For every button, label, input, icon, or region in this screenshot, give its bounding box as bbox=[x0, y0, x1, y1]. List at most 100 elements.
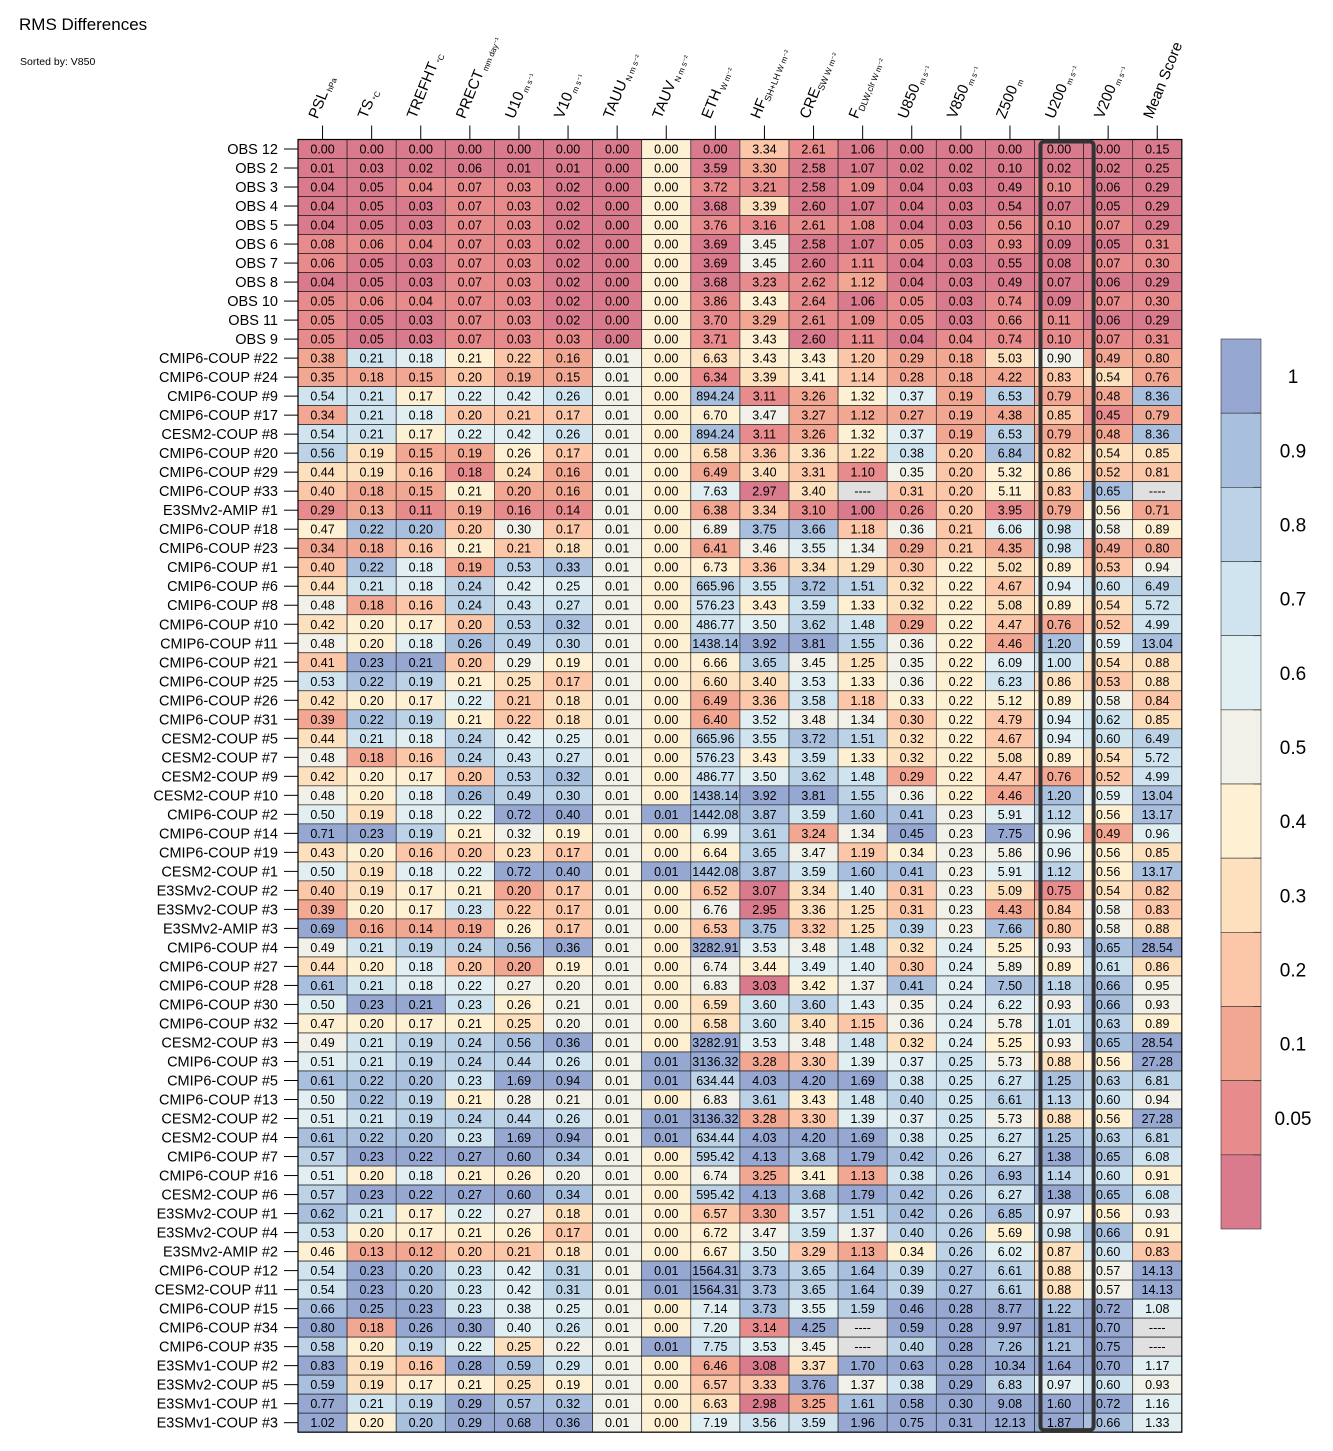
cell-value: 0.38 bbox=[900, 1169, 924, 1183]
cell-value: 0.21 bbox=[507, 694, 531, 708]
cell-value: 4.25 bbox=[801, 1321, 825, 1335]
cell-value: 3.43 bbox=[752, 295, 776, 309]
cell-value: 1.09 bbox=[850, 181, 874, 195]
cell-value: 0.01 bbox=[605, 865, 629, 879]
cell-value: 0.01 bbox=[605, 922, 629, 936]
cell-value: 0.01 bbox=[605, 979, 629, 993]
cell-value: 0.07 bbox=[458, 314, 482, 328]
row-label: E3SMv2-AMIP #2 bbox=[163, 1245, 278, 1261]
cell-value: 6.81 bbox=[1145, 1074, 1169, 1088]
cell-value: 0.65 bbox=[1096, 485, 1120, 499]
cell-value: 9.08 bbox=[998, 1397, 1022, 1411]
cell-value: 3.68 bbox=[801, 1188, 825, 1202]
cell-value: 3.36 bbox=[752, 561, 776, 575]
cell-value: 8.77 bbox=[998, 1302, 1022, 1316]
table-row: 0.44 0.20 0.18 0.20 0.20 0.19 0.01 0.00 6.74 3.44… bbox=[297, 956, 1183, 977]
cell-value: 0.42 bbox=[900, 1188, 924, 1202]
cell-value: 6.06 bbox=[998, 523, 1022, 537]
column-name: CRESWW m⁻² bbox=[796, 48, 840, 121]
cell-value: 0.04 bbox=[409, 181, 433, 195]
cell-value: 0.02 bbox=[556, 200, 580, 214]
cell-value: 0.00 bbox=[900, 143, 924, 157]
cell-value: 0.84 bbox=[1047, 903, 1071, 917]
cell-value: 2.58 bbox=[801, 162, 825, 176]
cell-value: 1.61 bbox=[850, 1397, 874, 1411]
cell-value: 0.94 bbox=[1047, 732, 1071, 746]
column-name: PSLhPa bbox=[305, 73, 339, 122]
cell-value: 0.03 bbox=[359, 162, 383, 176]
cell-value: 0.17 bbox=[409, 770, 433, 784]
cell-value: 0.29 bbox=[310, 504, 334, 518]
cell-value: 0.22 bbox=[359, 1093, 383, 1107]
cell-value: 3.32 bbox=[801, 922, 825, 936]
cell-value: 0.41 bbox=[310, 656, 334, 670]
row-label: E3SMv2-AMIP #1 bbox=[163, 503, 278, 519]
cell-value: 0.36 bbox=[556, 1036, 580, 1050]
cell-value: 5.69 bbox=[998, 1226, 1022, 1240]
cell-value: 6.58 bbox=[703, 1017, 727, 1031]
cell-value: 0.01 bbox=[605, 808, 629, 822]
cell-value: 0.00 bbox=[654, 580, 678, 594]
cell-value: 0.46 bbox=[900, 1302, 924, 1316]
cell-value: 3.48 bbox=[801, 1036, 825, 1050]
row-label: E3SMv2-COUP #2 bbox=[157, 883, 278, 899]
cell-value: 0.23 bbox=[458, 1264, 482, 1278]
cell-value: 5.91 bbox=[998, 865, 1022, 879]
cell-value: 1.79 bbox=[850, 1188, 874, 1202]
cell-value: 0.18 bbox=[409, 789, 433, 803]
cell-value: 3.56 bbox=[752, 1416, 776, 1430]
cell-value: 0.48 bbox=[1096, 390, 1120, 404]
cell-value: 0.02 bbox=[409, 162, 433, 176]
cell-value: 0.19 bbox=[507, 371, 531, 385]
cell-value: 3.45 bbox=[801, 656, 825, 670]
cell-value: 0.25 bbox=[949, 1074, 973, 1088]
cell-value: 3.65 bbox=[752, 846, 776, 860]
cell-value: 3.11 bbox=[753, 390, 776, 404]
cell-value: 0.01 bbox=[556, 162, 580, 176]
cell-value: 0.03 bbox=[507, 295, 531, 309]
row-label: CMIP6-COUP #9 bbox=[167, 389, 278, 405]
cell-value: 0.01 bbox=[605, 1169, 629, 1183]
cell-value: 4.47 bbox=[998, 770, 1022, 784]
cell-value: 0.20 bbox=[409, 1416, 433, 1430]
cell-value: 0.17 bbox=[556, 675, 580, 689]
cell-value: 0.24 bbox=[458, 1036, 482, 1050]
cell-value: 0.25 bbox=[949, 1055, 973, 1069]
row-label: OBS 12 bbox=[227, 142, 278, 158]
cell-value: 0.71 bbox=[310, 827, 334, 841]
cell-value: 0.19 bbox=[556, 827, 580, 841]
cell-value: 0.00 bbox=[654, 466, 678, 480]
cell-value: 0.16 bbox=[507, 504, 531, 518]
cell-value: 0.19 bbox=[949, 409, 973, 423]
cell-value: 0.00 bbox=[703, 143, 727, 157]
cell-value: 0.45 bbox=[900, 827, 924, 841]
cell-value: 0.61 bbox=[310, 1131, 334, 1145]
cell-value: 3.65 bbox=[801, 1283, 825, 1297]
heatmap-cells: 0.00 0.00 0.00 0.00 0.00 0.00 0.00 0.00 0.00 3.34… bbox=[297, 138, 1183, 1433]
cell-value: 1.87 bbox=[1047, 1416, 1071, 1430]
cell-value: 0.18 bbox=[409, 732, 433, 746]
cell-value: 0.66 bbox=[1096, 979, 1120, 993]
cell-value: 1.14 bbox=[1047, 1169, 1071, 1183]
cell-value: 0.18 bbox=[359, 542, 383, 556]
row-label: CMIP6-COUP #11 bbox=[160, 636, 278, 652]
cell-value: 0.00 bbox=[654, 314, 678, 328]
cell-value: 0.49 bbox=[507, 637, 531, 651]
cell-value: 0.21 bbox=[458, 884, 482, 898]
cell-value: 0.21 bbox=[359, 941, 383, 955]
cell-value: 6.99 bbox=[703, 827, 727, 841]
cell-value: 6.40 bbox=[703, 713, 727, 727]
cell-value: 0.05 bbox=[1096, 200, 1120, 214]
column-name: Z500m bbox=[993, 75, 1026, 122]
cell-value: 0.22 bbox=[949, 656, 973, 670]
cell-value: 0.20 bbox=[359, 1416, 383, 1430]
cell-value: 0.47 bbox=[310, 1017, 334, 1031]
cell-value: 3.47 bbox=[801, 846, 825, 860]
cell-value: 6.53 bbox=[998, 428, 1022, 442]
cell-value: 2.58 bbox=[801, 181, 825, 195]
cell-value: 0.86 bbox=[1047, 466, 1071, 480]
column-unit: W m⁻² bbox=[823, 51, 840, 76]
cell-value: 0.00 bbox=[654, 713, 678, 727]
cell-value: 0.20 bbox=[458, 960, 482, 974]
cell-value: 0.58 bbox=[900, 1397, 924, 1411]
